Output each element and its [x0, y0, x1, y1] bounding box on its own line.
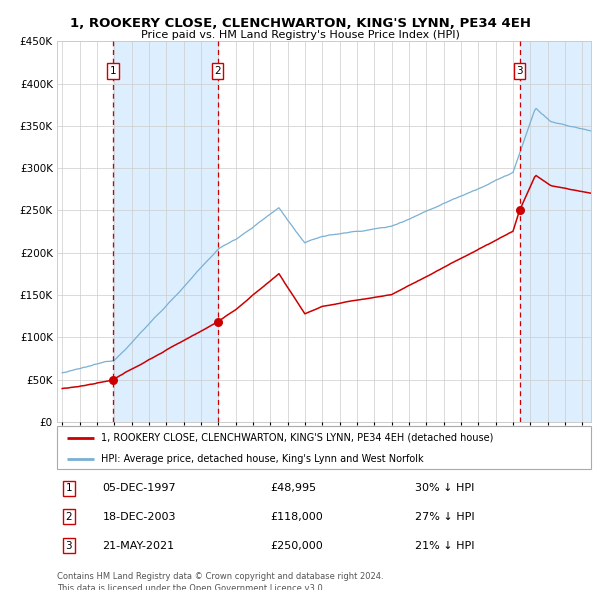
Text: 1, ROOKERY CLOSE, CLENCHWARTON, KING'S LYNN, PE34 4EH: 1, ROOKERY CLOSE, CLENCHWARTON, KING'S L…: [70, 17, 530, 30]
Text: 27% ↓ HPI: 27% ↓ HPI: [415, 512, 475, 522]
Text: 18-DEC-2003: 18-DEC-2003: [103, 512, 176, 522]
Text: 3: 3: [65, 540, 72, 550]
Text: £250,000: £250,000: [271, 540, 323, 550]
Text: 2: 2: [65, 512, 72, 522]
Text: 05-DEC-1997: 05-DEC-1997: [103, 483, 176, 493]
Text: 30% ↓ HPI: 30% ↓ HPI: [415, 483, 474, 493]
Text: HPI: Average price, detached house, King's Lynn and West Norfolk: HPI: Average price, detached house, King…: [101, 454, 424, 464]
Text: 21% ↓ HPI: 21% ↓ HPI: [415, 540, 474, 550]
Text: £48,995: £48,995: [271, 483, 317, 493]
Bar: [520, 41, 591, 422]
Text: 1, ROOKERY CLOSE, CLENCHWARTON, KING'S LYNN, PE34 4EH (detached house): 1, ROOKERY CLOSE, CLENCHWARTON, KING'S L…: [101, 432, 493, 442]
Text: 2: 2: [214, 66, 221, 76]
Text: £118,000: £118,000: [271, 512, 323, 522]
FancyBboxPatch shape: [57, 426, 591, 469]
Text: 3: 3: [516, 66, 523, 76]
Text: Contains HM Land Registry data © Crown copyright and database right 2024.
This d: Contains HM Land Registry data © Crown c…: [57, 572, 383, 590]
Text: 21-MAY-2021: 21-MAY-2021: [103, 540, 175, 550]
Bar: [113, 41, 218, 422]
Text: 1: 1: [110, 66, 116, 76]
Text: Price paid vs. HM Land Registry's House Price Index (HPI): Price paid vs. HM Land Registry's House …: [140, 30, 460, 40]
Text: 1: 1: [65, 483, 72, 493]
